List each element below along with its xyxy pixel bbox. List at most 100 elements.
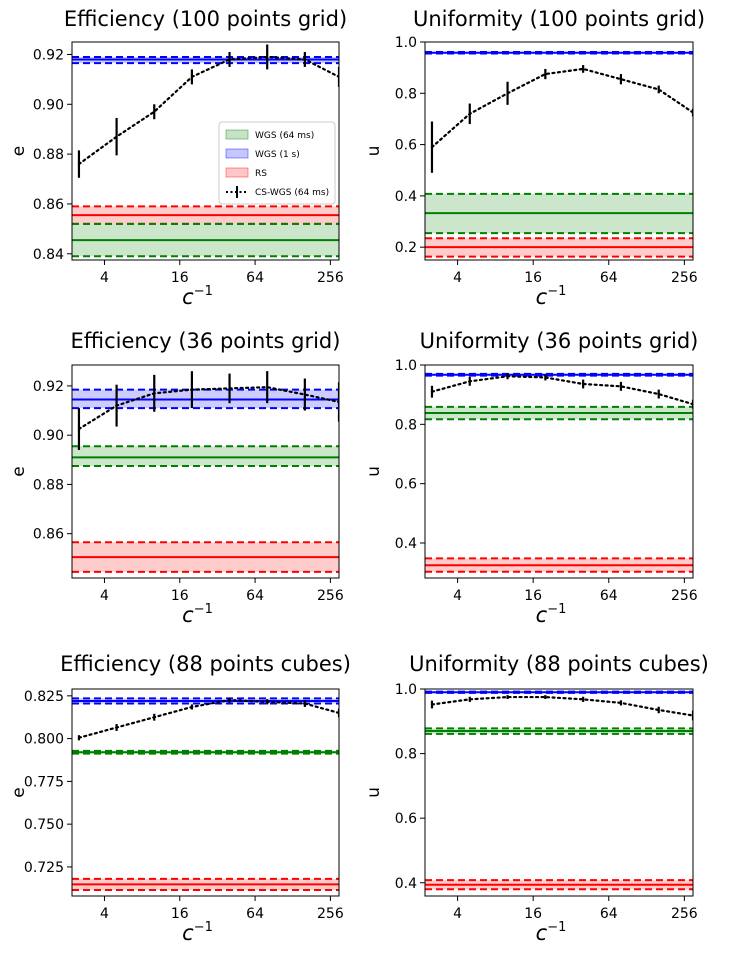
y-tick-label: 0.88 (33, 147, 64, 163)
y-tick-label: 0.86 (33, 197, 64, 213)
y-tick-label: 0.90 (33, 428, 64, 444)
x-tick-label: 4 (100, 588, 109, 604)
x-tick-label: 256 (671, 906, 698, 922)
y-tick-label: 0.92 (33, 47, 64, 63)
band-rs (72, 205, 339, 225)
y-tick-label: 1.0 (395, 35, 417, 51)
plot-area (72, 697, 339, 892)
band-wgs-64-ms- (425, 727, 693, 735)
band-rs (425, 557, 693, 573)
x-tick-label: 256 (317, 906, 344, 922)
chart-panel-5: 4 16 64 256 0.725 0.750 0.775 0.800 0.825 Efficie… (9, 652, 351, 945)
legend-swatch (225, 167, 249, 178)
y-tick-label: 0.84 (33, 247, 64, 263)
x-tick-label: 64 (246, 906, 264, 922)
x-axis-label-base: c (536, 285, 548, 309)
x-tick-label: 16 (171, 588, 189, 604)
x-tick-label: 16 (524, 588, 542, 604)
legend-swatch (225, 129, 249, 140)
axes-frame (71, 688, 340, 897)
x-axis-label-superscript: −1 (547, 284, 566, 299)
x-axis-label-base: c (182, 285, 194, 309)
x-tick-label: 256 (671, 270, 698, 286)
series-cs-wgs (430, 65, 693, 173)
y-tick-label: 0.4 (395, 536, 417, 552)
y-tick-label: 0.4 (395, 876, 417, 892)
chart-panel-6: 4 16 64 256 0.4 0.6 0.8 1.0 Uniformity (88 point… (364, 652, 709, 945)
y-tick-label: 1.0 (395, 358, 417, 374)
legend-swatch (225, 148, 249, 159)
band-rs (425, 879, 693, 891)
x-axis-label-superscript: −1 (547, 920, 566, 935)
y-axis-label: e (9, 466, 29, 476)
x-tick-label: 16 (171, 270, 189, 286)
legend-label: RS (255, 169, 267, 179)
x-axis-label-base: c (182, 603, 194, 627)
series-cs-wgs (430, 373, 693, 409)
series-line (430, 695, 693, 717)
series-line (77, 386, 339, 431)
series-line (430, 375, 693, 406)
chart-title: Uniformity (88 points cubes) (409, 652, 709, 676)
chart-title: Efficiency (88 points cubes) (60, 652, 351, 676)
band-wgs-1-s- (425, 690, 693, 694)
plot-area (425, 51, 693, 258)
x-tick-label: 4 (100, 906, 109, 922)
x-axis-label-superscript: −1 (194, 284, 213, 299)
x-axis-label: c−1 (182, 602, 213, 627)
y-tick-label: 0.88 (33, 477, 64, 493)
series-line (77, 55, 339, 166)
plot-area (72, 44, 339, 258)
y-tick-label: 0.800 (24, 732, 64, 748)
y-axis-label: u (364, 466, 384, 477)
axes-frame (71, 364, 340, 579)
y-tick-label: 0.825 (24, 689, 64, 705)
x-axis-label-base: c (182, 921, 194, 945)
legend-entry: WGS (64 ms) (225, 129, 314, 141)
chart-title: Efficiency (36 points grid) (71, 329, 341, 353)
x-axis-label: c−1 (182, 920, 213, 945)
legend: WGS (64 ms) WGS (1 s) RS CS-WGS (64 ms) (218, 121, 336, 205)
plot-area (425, 690, 693, 891)
y-tick-label: 0.6 (395, 477, 417, 493)
band-fill (72, 446, 339, 466)
y-tick-label: 0.6 (395, 811, 417, 827)
series-line (430, 67, 693, 149)
chart-panel-2: 4 16 64 256 0.2 0.4 0.6 0.8 1.0 Uniformity (100 p… (364, 7, 705, 309)
y-tick-label: 1.0 (395, 682, 417, 698)
x-tick-label: 16 (171, 906, 189, 922)
legend-entry: WGS (1 s) (225, 148, 300, 160)
x-tick-label: 64 (600, 270, 618, 286)
x-tick-label: 64 (246, 270, 264, 286)
chart-panel-3: 4 16 64 256 0.86 0.88 0.90 0.92 Efficiency (36 p… (9, 329, 344, 627)
band-wgs-64-ms- (425, 192, 693, 235)
axes-frame (424, 364, 694, 579)
band-rs (72, 877, 339, 892)
y-axis-label: u (364, 787, 384, 798)
series-line (77, 699, 339, 739)
x-axis-label-superscript: −1 (547, 602, 566, 617)
series-cs-wgs (77, 44, 339, 178)
band-rs (72, 541, 339, 573)
series-cs-wgs (77, 371, 339, 450)
series-cs-wgs (430, 695, 693, 721)
chart-title: Uniformity (100 points grid) (413, 7, 705, 31)
y-tick-label: 0.90 (33, 97, 64, 113)
y-tick-label: 0.8 (395, 417, 417, 433)
x-tick-label: 64 (600, 588, 618, 604)
legend-label: WGS (1 s) (255, 150, 300, 160)
band-wgs-1-s- (425, 51, 693, 55)
chart-title: Efficiency (100 points grid) (64, 7, 347, 31)
x-tick-label: 4 (100, 270, 109, 286)
y-tick-label: 0.2 (395, 240, 417, 256)
y-tick-label: 0.92 (33, 379, 64, 395)
band-wgs-64-ms- (425, 405, 693, 421)
band-wgs-64-ms- (72, 749, 339, 755)
x-axis-label: c−1 (536, 602, 567, 627)
legend-label: WGS (64 ms) (255, 131, 314, 141)
x-axis-label: c−1 (536, 284, 567, 309)
x-tick-label: 256 (317, 588, 344, 604)
x-axis-label-base: c (536, 603, 548, 627)
